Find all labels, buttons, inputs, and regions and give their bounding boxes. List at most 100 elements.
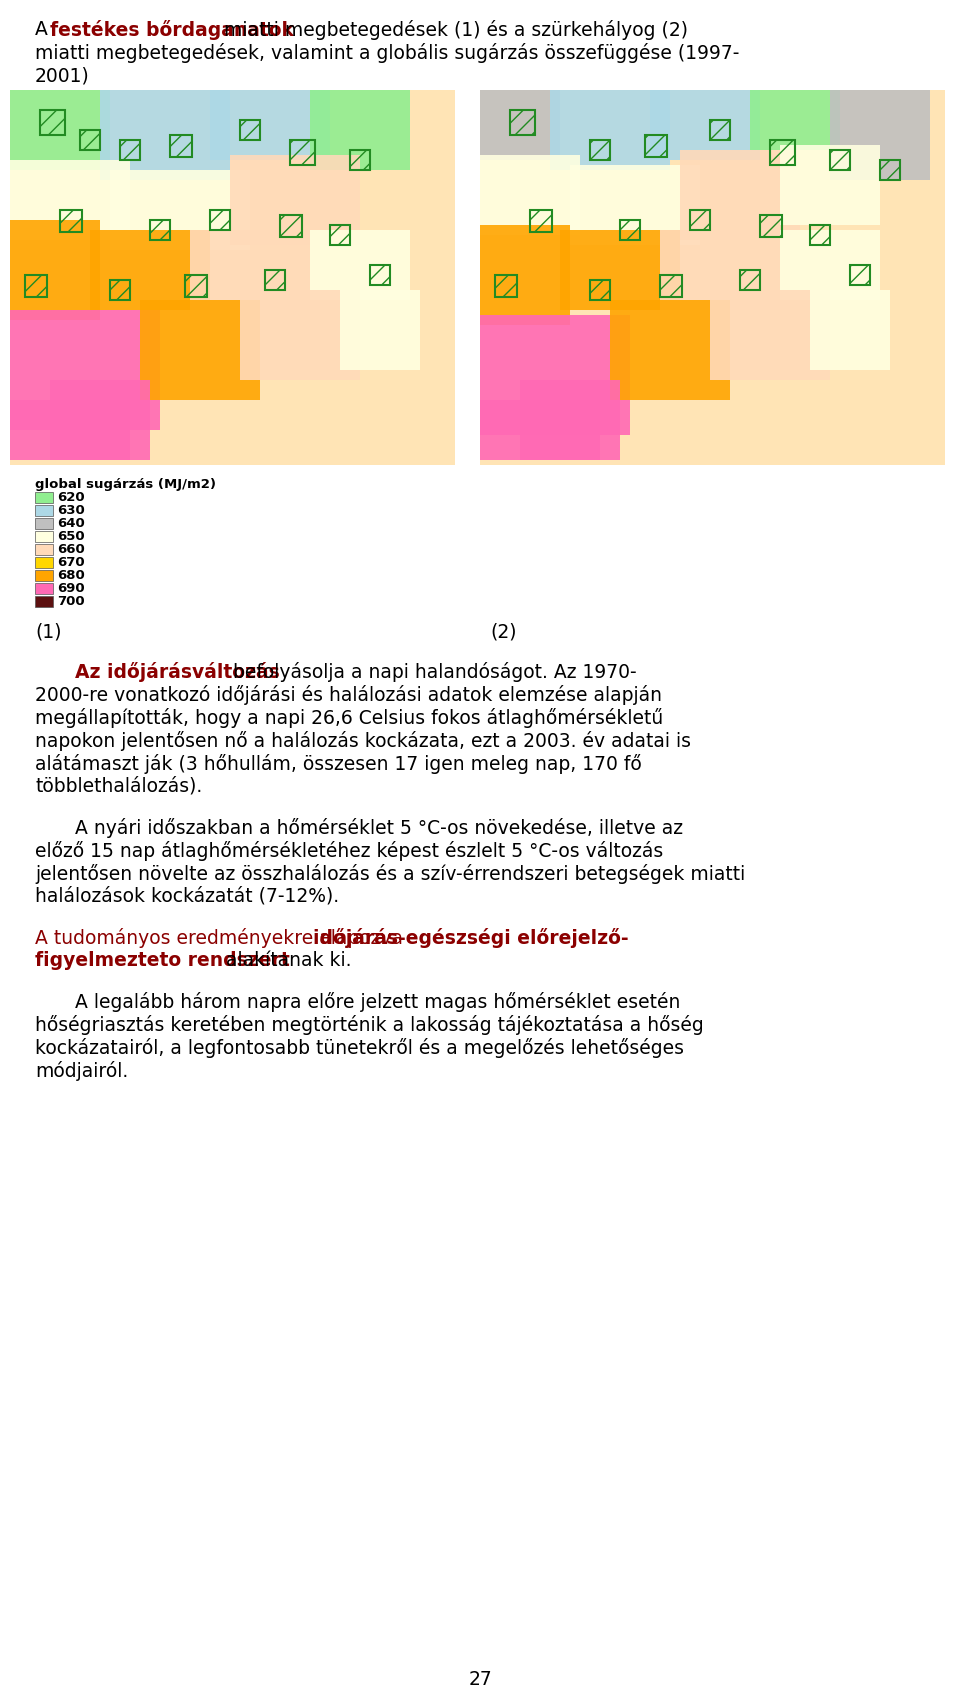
Bar: [330, 225, 350, 245]
Bar: [850, 266, 870, 284]
Bar: [35, 545, 53, 555]
Bar: [620, 220, 640, 240]
Bar: [680, 150, 800, 240]
Bar: [35, 557, 53, 568]
Bar: [40, 111, 65, 134]
Bar: [495, 276, 517, 298]
Text: napokon jelentősen nő a halálozás kockázata, ezt a 2003. év adatai is: napokon jelentősen nő a halálozás kockáz…: [35, 730, 691, 751]
Bar: [290, 140, 315, 165]
Bar: [10, 400, 130, 460]
Bar: [35, 531, 53, 541]
Bar: [570, 165, 700, 245]
Bar: [780, 230, 880, 300]
Bar: [530, 209, 552, 231]
Text: global sugárzás (MJ/m2): global sugárzás (MJ/m2): [35, 478, 216, 490]
Bar: [645, 134, 667, 157]
Bar: [310, 90, 410, 170]
Bar: [35, 570, 53, 580]
Bar: [480, 225, 570, 325]
Text: módjairól.: módjairól.: [35, 1060, 129, 1081]
Bar: [710, 121, 730, 140]
Text: halálozások kockázatát (7-12%).: halálozások kockázatát (7-12%).: [35, 887, 339, 905]
Text: befolyásolja a napi halandóságot. Az 1970-: befolyásolja a napi halandóságot. Az 197…: [227, 662, 636, 683]
Bar: [10, 310, 160, 431]
Bar: [560, 230, 680, 310]
Bar: [830, 90, 930, 180]
Bar: [510, 111, 535, 134]
Bar: [190, 230, 320, 310]
Bar: [265, 271, 285, 289]
Bar: [760, 214, 782, 237]
Text: 620: 620: [57, 490, 84, 504]
Text: 27: 27: [468, 1670, 492, 1688]
Bar: [10, 90, 110, 170]
Bar: [60, 209, 82, 231]
Text: kockázatairól, a legfontosabb tünetekről és a megelőzés lehetőséges: kockázatairól, a legfontosabb tünetekről…: [35, 1038, 684, 1059]
Bar: [80, 129, 100, 150]
Text: A legalább három napra előre jelzett magas hőmérséklet esetén: A legalább három napra előre jelzett mag…: [75, 992, 681, 1013]
Bar: [650, 90, 760, 160]
Bar: [480, 90, 560, 160]
Bar: [150, 220, 170, 240]
Bar: [660, 276, 682, 298]
Bar: [480, 90, 945, 465]
Bar: [110, 281, 130, 300]
Bar: [50, 380, 150, 460]
Bar: [590, 140, 610, 160]
Bar: [90, 230, 210, 310]
Text: 2001): 2001): [35, 66, 89, 85]
Text: 670: 670: [57, 557, 84, 568]
Bar: [880, 160, 900, 180]
Bar: [590, 281, 610, 300]
Bar: [340, 289, 420, 369]
Text: 2000-re vonatkozó időjárási és halálozási adatok elemzése alapján: 2000-re vonatkozó időjárási és halálozás…: [35, 684, 662, 705]
Bar: [480, 400, 600, 460]
Text: 690: 690: [57, 582, 84, 596]
Bar: [310, 230, 410, 300]
Bar: [740, 271, 760, 289]
Text: jelentősen növelte az összhalálozás és a szív-érrendszeri betegségek miatti: jelentősen növelte az összhalálozás és a…: [35, 865, 745, 883]
Bar: [35, 505, 53, 516]
Text: Az időjárásváltozás: Az időjárásváltozás: [75, 662, 279, 683]
Bar: [35, 596, 53, 608]
Bar: [140, 300, 260, 400]
Text: alakítanak ki.: alakítanak ki.: [220, 951, 351, 970]
Bar: [750, 90, 840, 150]
Bar: [240, 121, 260, 140]
Bar: [10, 90, 455, 465]
Text: többlethalálozás).: többlethalálozás).: [35, 778, 203, 797]
Bar: [230, 155, 360, 245]
Text: A nyári időszakban a hőmérséklet 5 °C-os növekedése, illetve az: A nyári időszakban a hőmérséklet 5 °C-os…: [75, 819, 683, 837]
Bar: [35, 492, 53, 504]
Bar: [480, 315, 630, 436]
Text: 660: 660: [57, 543, 84, 557]
Bar: [710, 289, 830, 380]
Bar: [170, 134, 192, 157]
Bar: [35, 584, 53, 594]
Bar: [810, 289, 890, 369]
Bar: [610, 300, 730, 400]
Bar: [25, 276, 47, 298]
Bar: [10, 160, 130, 240]
Bar: [780, 145, 880, 225]
Text: A: A: [35, 20, 54, 39]
Bar: [690, 209, 710, 230]
Text: (2): (2): [490, 621, 516, 642]
Text: előző 15 nap átlaghőmérsékletéhez képest észlelt 5 °C-os változás: előző 15 nap átlaghőmérsékletéhez képest…: [35, 841, 663, 861]
Text: 640: 640: [57, 517, 84, 529]
Text: figyelmezteto rendszert: figyelmezteto rendszert: [35, 951, 290, 970]
Bar: [120, 140, 140, 160]
Text: hőségriasztás keretében megtörténik a lakosság tájékoztatása a hőség: hőségriasztás keretében megtörténik a la…: [35, 1014, 704, 1035]
Text: (1): (1): [35, 621, 61, 642]
Bar: [185, 276, 207, 298]
Bar: [550, 90, 670, 170]
Text: miatti megbetegedések (1) és a szürkehályog (2): miatti megbetegedések (1) és a szürkehál…: [218, 20, 688, 41]
Text: 630: 630: [57, 504, 84, 517]
Bar: [830, 150, 850, 170]
Text: megállapították, hogy a napi 26,6 Celsius fokos átlaghőmérsékletű: megállapították, hogy a napi 26,6 Celsiu…: [35, 708, 663, 728]
Text: A tudományos eredményekre alapozva: A tudományos eredményekre alapozva: [35, 928, 409, 948]
Text: festékes bőrdaganatok: festékes bőrdaganatok: [50, 20, 294, 41]
Text: 680: 680: [57, 568, 84, 582]
Bar: [370, 266, 390, 284]
Text: alátámaszt ják (3 hőhullám, összesen 17 igen meleg nap, 170 fő: alátámaszt ják (3 hőhullám, összesen 17 …: [35, 754, 641, 774]
